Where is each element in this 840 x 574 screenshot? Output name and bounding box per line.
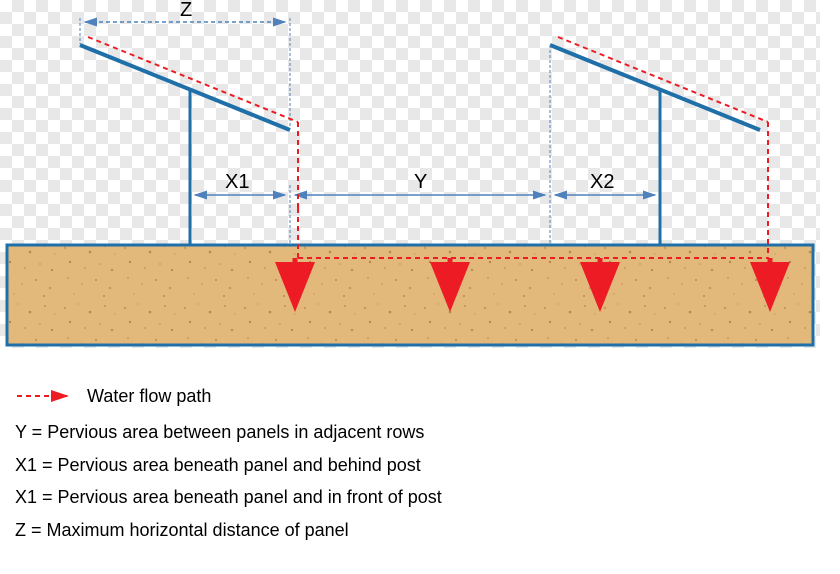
- legend-line-0: Y = Pervious area between panels in adja…: [15, 416, 442, 448]
- y-label: Y: [414, 171, 427, 193]
- legend-flow-row: Water flow path: [15, 380, 442, 412]
- legend-line-3: Z = Maximum horizontal distance of panel: [15, 514, 442, 546]
- panel2-top: [550, 45, 760, 130]
- diagram: Z X1 Y X2: [0, 0, 840, 360]
- z-label: Z: [180, 0, 192, 21]
- legend: Water flow path Y = Pervious area betwee…: [15, 380, 442, 546]
- soil-layer: [7, 245, 813, 345]
- x1-label: X1: [225, 171, 249, 193]
- x2-label: X2: [590, 171, 614, 193]
- legend-flow-label: Water flow path: [87, 380, 211, 412]
- legend-line-2: X1 = Pervious area beneath panel and in …: [15, 481, 442, 513]
- flow-panel2-slope: [558, 37, 768, 122]
- panel1-top: [80, 45, 290, 130]
- flow-panel1-slope: [88, 37, 298, 122]
- legend-arrow-icon: [15, 386, 75, 406]
- legend-line-1: X1 = Pervious area beneath panel and beh…: [15, 449, 442, 481]
